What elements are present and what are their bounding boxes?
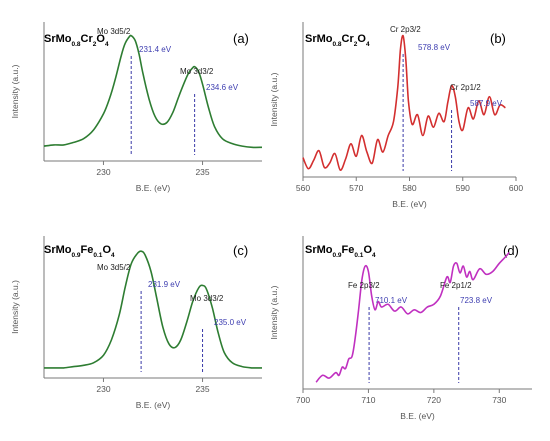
x-tick-label: 730 bbox=[492, 395, 506, 405]
x-tick-label: 235 bbox=[195, 384, 209, 394]
y-axis-label: Intensity (a.u.) bbox=[10, 280, 20, 334]
composition-subscript: 4 bbox=[372, 252, 376, 259]
panel-label: (c) bbox=[233, 243, 248, 258]
spectrum-line bbox=[43, 250, 263, 369]
composition-part: Cr bbox=[81, 33, 94, 45]
composition-subscript: 0.1 bbox=[354, 252, 363, 259]
composition-part: Fe bbox=[342, 244, 355, 256]
composition-label: SrMo0.9Fe0.1O4 bbox=[44, 244, 115, 259]
peak-energy-label: 710.1 eV bbox=[375, 296, 408, 305]
y-axis-label: Intensity (a.u.) bbox=[10, 64, 20, 118]
panel-d-fe-2p-spectrum: 700 710 720 730 B.E. (eV) Intensity (a.u.) SrM… bbox=[269, 236, 532, 421]
x-tick-label: 590 bbox=[456, 183, 470, 193]
x-tick-label: 580 bbox=[402, 183, 416, 193]
x-tick-label: 720 bbox=[427, 395, 441, 405]
peak-name-label: Cr 2p3/2 bbox=[390, 25, 421, 34]
composition-part: SrMo bbox=[305, 33, 333, 45]
panel-label: (a) bbox=[233, 31, 249, 46]
composition-label: SrMo0.8Cr2O4 bbox=[44, 33, 109, 48]
panel-label: (d) bbox=[503, 243, 519, 258]
composition-label: SrMo0.9Fe0.1O4 bbox=[305, 244, 376, 259]
peak-name-label: Fe 2p3/2 bbox=[348, 281, 380, 290]
x-tick-label: 560 bbox=[296, 183, 310, 193]
peak-energy-label: 235.0 eV bbox=[214, 318, 247, 327]
spectrum-line bbox=[302, 34, 506, 171]
composition-subscript: 4 bbox=[105, 41, 109, 48]
composition-part: Cr bbox=[342, 33, 355, 45]
peak-energy-label: 587.9 eV bbox=[470, 99, 503, 108]
peak-name-label: Mo 3d3/2 bbox=[180, 67, 214, 76]
composition-subscript: 0.8 bbox=[72, 41, 81, 48]
spectrum-line bbox=[315, 251, 510, 383]
composition-part: O bbox=[363, 244, 372, 256]
composition-part: O bbox=[357, 33, 366, 45]
x-axis-label: B.E. (eV) bbox=[136, 400, 171, 410]
composition-subscript: 2 bbox=[93, 41, 97, 48]
x-axis-label: B.E. (eV) bbox=[392, 199, 427, 209]
composition-subscript: 0.9 bbox=[72, 252, 81, 259]
panel-label: (b) bbox=[490, 31, 506, 46]
y-axis-label: Intensity (a.u.) bbox=[269, 72, 279, 126]
y-axis-label: Intensity (a.u.) bbox=[269, 285, 279, 339]
peak-energy-label: 231.4 eV bbox=[139, 45, 172, 54]
peak-energy-label: 578.8 eV bbox=[418, 43, 451, 52]
x-tick-label: 710 bbox=[361, 395, 375, 405]
composition-subscript: 4 bbox=[111, 252, 115, 259]
composition-part: SrMo bbox=[44, 33, 72, 45]
composition-label: SrMo0.8Cr2O4 bbox=[305, 33, 370, 48]
peak-energy-label: 723.8 eV bbox=[460, 296, 493, 305]
composition-part: O bbox=[102, 244, 111, 256]
x-tick-label: 600 bbox=[509, 183, 523, 193]
peak-energy-label: 231.9 eV bbox=[148, 280, 181, 289]
peak-name-label: Mo 3d5/2 bbox=[97, 263, 131, 272]
composition-part: SrMo bbox=[44, 244, 72, 256]
peak-name-label: Cr 2p1/2 bbox=[450, 83, 481, 92]
x-tick-label: 230 bbox=[96, 384, 110, 394]
peak-name-label: Mo 3d3/2 bbox=[190, 294, 224, 303]
peak-name-label: Mo 3d5/2 bbox=[97, 27, 131, 36]
panel-a-mo-3d-spectrum: 230 235 B.E. (eV) Intensity (a.u.) SrMo0.8Cr… bbox=[10, 22, 263, 193]
composition-subscript: 0.9 bbox=[333, 252, 342, 259]
composition-part: Fe bbox=[81, 244, 94, 256]
composition-subscript: 2 bbox=[354, 41, 358, 48]
x-tick-label: 230 bbox=[96, 167, 110, 177]
peak-name-label: Fe 2p1/2 bbox=[440, 281, 472, 290]
panel-b-cr-2p-spectrum: 560 570 580 590 600 B.E. (eV) Intensity (a.u.)… bbox=[269, 22, 523, 209]
composition-part: SrMo bbox=[305, 244, 333, 256]
composition-subscript: 0.1 bbox=[93, 252, 102, 259]
x-axis-label: B.E. (eV) bbox=[400, 411, 435, 421]
composition-subscript: 0.8 bbox=[333, 41, 342, 48]
x-tick-label: 235 bbox=[195, 167, 209, 177]
x-tick-label: 570 bbox=[349, 183, 363, 193]
spectrum-line bbox=[43, 34, 263, 149]
x-tick-label: 700 bbox=[296, 395, 310, 405]
composition-part: O bbox=[96, 33, 105, 45]
peak-energy-label: 234.6 eV bbox=[206, 83, 239, 92]
x-axis-label: B.E. (eV) bbox=[136, 183, 171, 193]
panel-c-mo-3d-spectrum: 230 235 B.E. (eV) Intensity (a.u.) SrMo0.9Fe… bbox=[10, 236, 263, 410]
composition-subscript: 4 bbox=[366, 41, 370, 48]
